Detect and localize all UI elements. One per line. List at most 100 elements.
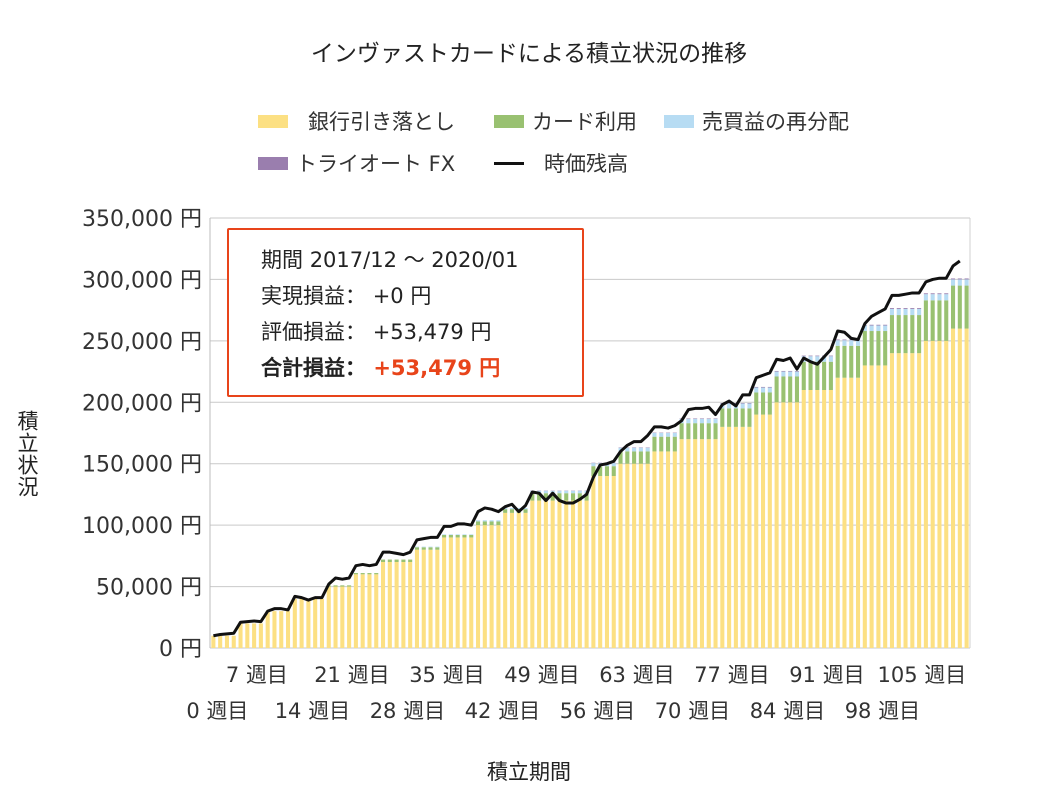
bar-bank <box>788 402 793 648</box>
bar-bank <box>699 439 704 648</box>
bar-bank <box>666 451 671 648</box>
bar-card <box>774 376 779 403</box>
y-tick-label: 200,000 円 <box>82 391 202 416</box>
bar-bank <box>496 525 501 648</box>
y-axis-ticks: 0 円 50,000 円 100,000 円 150,000 円 200,000 円 25… <box>82 207 202 662</box>
bar-card <box>462 534 467 538</box>
bar-redistribution <box>903 308 908 316</box>
legend-swatch-bank <box>258 114 288 128</box>
bar-bank <box>401 562 406 648</box>
bar-bank <box>896 353 901 648</box>
legend-item-fx: トライオート FX <box>258 148 455 178</box>
x-tick-label: 91 週目 <box>789 663 864 687</box>
bar-bank <box>347 586 352 648</box>
bar-fx <box>869 324 874 326</box>
bar-bank <box>727 426 732 648</box>
bar-redistribution <box>428 546 433 548</box>
bar-fx <box>876 324 881 326</box>
legend-item-card: カード利用 <box>494 106 637 136</box>
bar-fx <box>808 355 813 357</box>
bar-card <box>476 521 481 526</box>
x-tick-label: 42 週目 <box>465 699 540 723</box>
bar-card <box>754 392 759 415</box>
bar-card <box>394 559 399 562</box>
bar-card <box>387 559 392 562</box>
bar-bank <box>360 574 365 648</box>
bar-bank <box>252 623 257 648</box>
bar-redistribution <box>577 490 582 494</box>
bar-fx <box>957 278 962 280</box>
bar-card <box>903 315 908 354</box>
x-tick-label: 35 週目 <box>409 663 484 687</box>
bar-bank <box>889 353 894 648</box>
legend-item-bank: 銀行引き落とし <box>258 106 455 136</box>
x-tick-label: 84 週目 <box>750 699 825 723</box>
bar-redistribution <box>632 447 637 452</box>
bar-redistribution <box>944 294 949 301</box>
bar-bank <box>672 451 677 648</box>
bar-redistribution <box>781 371 786 377</box>
bar-bank <box>265 611 270 648</box>
bar-redistribution <box>767 387 772 393</box>
bar-fx <box>801 355 806 357</box>
bar-bank <box>923 340 928 648</box>
bar-bank <box>509 512 514 648</box>
info-total-label: 合計損益： <box>261 356 366 380</box>
bar-card <box>611 466 616 476</box>
bar-bank <box>577 500 582 648</box>
bar-bank <box>822 390 827 648</box>
bar-redistribution <box>876 325 881 332</box>
bar-bank <box>258 623 263 648</box>
bar-card <box>374 573 379 575</box>
bar-card <box>733 408 738 427</box>
bar-card <box>808 361 813 390</box>
bar-card <box>815 361 820 390</box>
bar-redistribution <box>611 463 616 467</box>
bar-redistribution <box>923 294 928 301</box>
bar-card <box>638 451 643 464</box>
bar-card <box>564 493 569 501</box>
x-tick-label: 98 週目 <box>845 699 920 723</box>
bar-redistribution <box>414 546 419 548</box>
bar-redistribution <box>421 546 426 548</box>
bar-card <box>720 408 725 427</box>
bar-fx <box>896 308 901 309</box>
bar-bank <box>489 525 494 648</box>
bar-bank <box>476 525 481 648</box>
bar-bank <box>516 512 521 648</box>
bar-bank <box>211 635 216 648</box>
bar-card <box>917 315 922 354</box>
bar-bank <box>740 426 745 648</box>
y-tick-label: 100,000 円 <box>82 514 202 539</box>
bar-redistribution <box>794 371 799 377</box>
bar-bank <box>414 549 419 648</box>
y-axis-title: 積立状況 <box>15 410 39 498</box>
bar-card <box>584 493 589 501</box>
bar-card <box>740 408 745 427</box>
bar-bank <box>937 340 942 648</box>
bar-redistribution <box>849 340 854 346</box>
y-tick-label: 350,000 円 <box>82 207 202 232</box>
bar-redistribution <box>509 507 514 510</box>
bar-bank <box>448 537 453 648</box>
bar-redistribution <box>523 507 528 510</box>
bar-fx <box>951 278 956 280</box>
bar-card <box>869 331 874 366</box>
bar-card <box>822 361 827 390</box>
bar-bank <box>794 402 799 648</box>
bar-bank <box>469 537 474 648</box>
bar-bank <box>604 476 609 648</box>
chart-title: インヴァストカードによる積立状況の推移 <box>310 41 748 67</box>
bar-bank <box>611 476 616 648</box>
bar-bank <box>353 574 358 648</box>
bar-fx <box>835 339 840 341</box>
x-tick-label: 63 週目 <box>599 663 674 687</box>
bar-bank <box>408 562 413 648</box>
bar-bank <box>856 377 861 648</box>
bar-fx <box>944 293 949 295</box>
bar-card <box>761 392 766 415</box>
bar-redistribution <box>625 447 630 452</box>
bar-card <box>618 451 623 464</box>
bar-card <box>523 509 528 513</box>
bar-fx <box>903 308 908 309</box>
